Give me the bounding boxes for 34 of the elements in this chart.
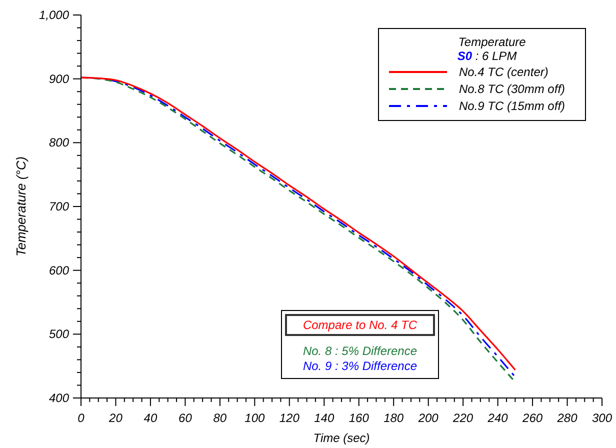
y-tick-label: 800 [48,136,70,150]
y-tick-label: 1,000 [38,8,70,22]
y-tick-label: 500 [48,327,70,342]
x-tick-label: 100 [244,411,265,425]
y-tick-label: 700 [48,200,70,214]
legend-title: Temperature [457,35,527,49]
x-tick-label: 0 [78,411,85,425]
y-tick-label: 600 [48,263,70,278]
x-tick-label: 40 [144,411,158,425]
x-tick-label: 300 [592,411,612,425]
annotation: No. 9 : 3% Difference [302,359,418,373]
x-tick-label: 160 [348,411,370,425]
legend-label: No.8 TC (30mm off) [459,82,566,96]
annotation: No. 8 : 5% Difference [302,344,418,358]
x-tick-label: 280 [556,411,578,425]
x-tick-label: 180 [384,411,404,425]
annotation: Compare to No. 4 TC [302,318,418,332]
x-tick-label: 20 [108,411,123,425]
x-tick-label: 60 [178,411,192,425]
x-tick-label: 80 [213,411,227,425]
y-tick-label: 400 [48,391,70,405]
legend-label: No.4 TC (center) [459,64,548,78]
x-tick-label: 120 [279,411,300,425]
legend-label: No.9 TC (15mm off) [459,98,566,112]
y-axis-title: Temperature (°C) [14,156,29,256]
note-box: Compare to No. 4 TC No. 8 : 5% Difference No. 9 : 3% Difference [281,310,439,379]
x-tick-label: 200 [417,411,439,425]
annotation: S0 : 6 LPM [456,49,518,63]
x-tick-label: 140 [314,411,334,425]
x-tick-label: 220 [452,411,474,425]
x-tick-label: 260 [522,411,543,425]
x-axis-title: Time (sec) [313,431,370,445]
x-tick-label: 240 [486,411,508,425]
y-tick-label: 900 [48,72,70,86]
